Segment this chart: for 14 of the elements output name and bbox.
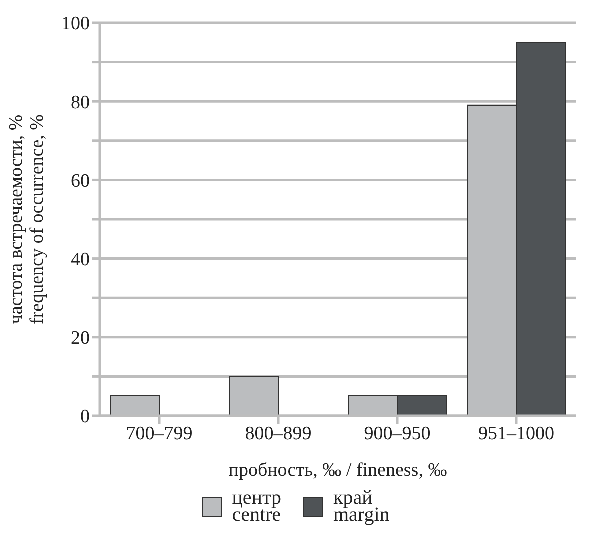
y-tick-label: 0 [80, 406, 90, 428]
y-tick-label: 20 [71, 328, 90, 350]
y-tick-label: 80 [71, 92, 90, 114]
x-tick-label: 700–799 [126, 423, 193, 444]
x-tick-label: 951–1000 [478, 423, 554, 444]
y-tick-label: 40 [71, 250, 90, 271]
legend-label: центр centre [232, 487, 282, 526]
x-tick-label: 900–950 [364, 423, 431, 444]
y-tick-label: 100 [62, 14, 90, 35]
y-tick-label: 60 [71, 170, 90, 192]
x-tick-label: 800–899 [245, 423, 312, 444]
legend-label: край margin [333, 487, 390, 526]
y-axis-title: частота встречаемости, % frequency of occurrence, % [6, 114, 48, 324]
x-axis-title: пробность, ‰ / fineness, ‰ [228, 460, 448, 481]
